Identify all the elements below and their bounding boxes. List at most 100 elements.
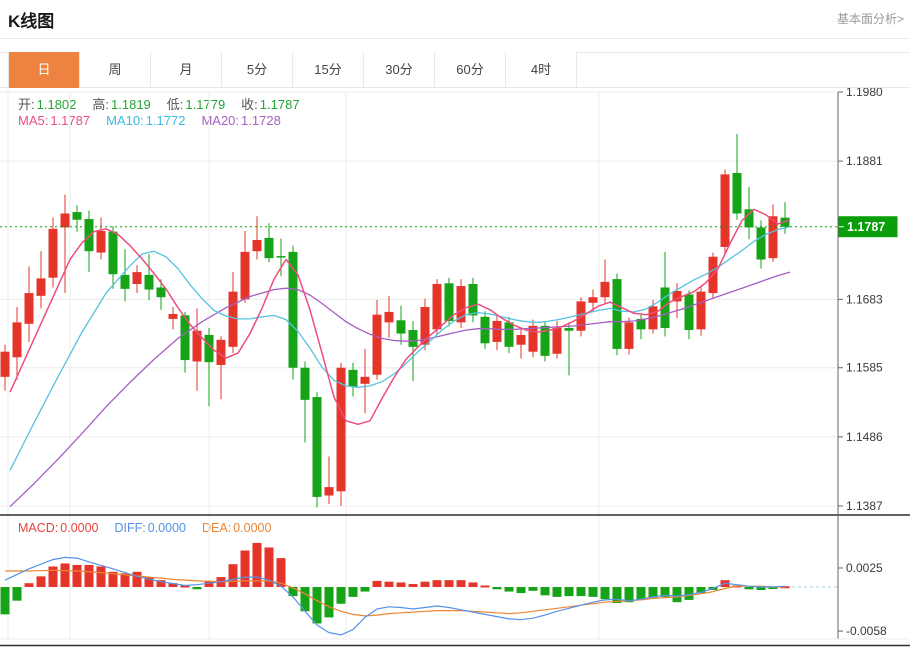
candle-body [324,487,334,496]
candle-body [444,283,454,321]
candle-body [0,351,10,377]
candle-body [180,315,190,361]
candle-body [396,320,406,334]
candle-body [720,174,730,247]
macd-bar [624,587,634,603]
macd-bar [444,580,454,587]
macd-bar [576,587,586,597]
candle-body [672,290,682,302]
candle-body [540,325,550,356]
macd-diff: DIFF: 0.0000 [114,521,186,535]
candle-body [204,334,214,363]
ohlc-legend: 开: 1.1802 高: 1.1819 低: 1.1779 收: 1.1787 [18,94,316,113]
candle-body [360,376,370,384]
candle-body [684,294,694,331]
macd-bar [336,587,346,604]
macd-bar [168,583,178,587]
macd-bar [12,587,22,601]
candle-body [480,316,490,344]
macd-bar [420,581,430,587]
macd-bar [408,583,418,587]
tab-5min[interactable]: 5分 [222,52,293,87]
ma10-line [9,226,791,471]
page-title: K线图 [8,12,55,31]
macd-bar [204,580,214,587]
tab-30min[interactable]: 30分 [364,52,435,87]
candle-body [744,209,754,228]
macd-bar [144,577,154,587]
candle-body [492,320,502,342]
candle-body [72,212,82,220]
macd-bar [36,576,46,587]
candle-body [120,274,130,289]
macd-bar [672,587,682,603]
macd-bar [108,571,118,587]
macd-bar [156,580,166,587]
candle-body [420,307,430,345]
candle-body [24,293,34,324]
tab-day[interactable]: 日 [9,52,80,88]
tab-month[interactable]: 月 [151,52,222,87]
candle-body [756,227,766,260]
macd-bar [132,571,142,587]
macd-bar [228,564,238,587]
macd-bar [648,587,658,598]
macd-bar [564,587,574,597]
candle-body [612,279,622,349]
candle-body [600,281,610,298]
candle-body [12,322,22,358]
ohlc-open: 开: 1.1802 [18,97,77,112]
candle-body [300,367,310,400]
candle-body [168,313,178,319]
macd-bar [768,587,778,589]
tabbar-bottom-border [0,87,910,88]
candle-body [528,325,538,352]
ohlc-high: 高: 1.1819 [92,97,151,112]
candle-body [96,230,106,253]
y-axis-label: 1.1387 [846,499,883,513]
candle-body [288,251,298,368]
candle-body [468,283,478,316]
candle-body [552,327,562,354]
macd-bar [288,587,298,597]
candle-body [144,274,154,290]
macd-bar [240,550,250,587]
ma-ma10: MA10: 1.1772 [106,113,186,128]
tab-60min[interactable]: 60分 [435,52,506,87]
candle-body [660,287,670,328]
y-axis-label: 1.1683 [846,292,883,306]
macd-bar [504,587,514,592]
candle-body [372,314,382,375]
macd-bar [384,581,394,587]
diff-line [4,556,786,636]
candle-body [156,287,166,298]
ma-legend: MA5: 1.1787 MA10: 1.1772 MA20: 1.1728 [18,113,297,128]
macd-bar [660,587,670,597]
candle-body [768,216,778,259]
candle-body [588,297,598,303]
tab-week[interactable]: 周 [80,52,151,87]
macd-bar [72,564,82,587]
macd-bar [432,580,442,587]
kline-chart-canvas[interactable]: 1.1980 1.1881 1.1683 1.1585 1.1486 1.1387 1.17… [0,88,910,649]
tab-15min[interactable]: 15分 [293,52,364,87]
fundamental-analysis-link[interactable]: 基本面分析> [836,12,904,26]
macd-bar [60,563,70,587]
macd-bar [456,580,466,587]
macd-bar [480,585,490,588]
candle-body [636,318,646,330]
candle-body [456,286,466,323]
ohlc-low: 低: 1.1779 [166,97,226,112]
macd-bar [252,542,262,587]
macd-bar [0,587,10,615]
candle-body [408,330,418,347]
candle-body [312,397,322,497]
candle-body [192,330,202,362]
macd-bar [360,587,370,592]
candle-body [516,334,526,345]
ma20-line [9,271,791,508]
candle-body [264,237,274,259]
candle-body [108,231,118,275]
tab-4hour[interactable]: 4时 [506,52,577,87]
macd-bar [120,573,130,587]
